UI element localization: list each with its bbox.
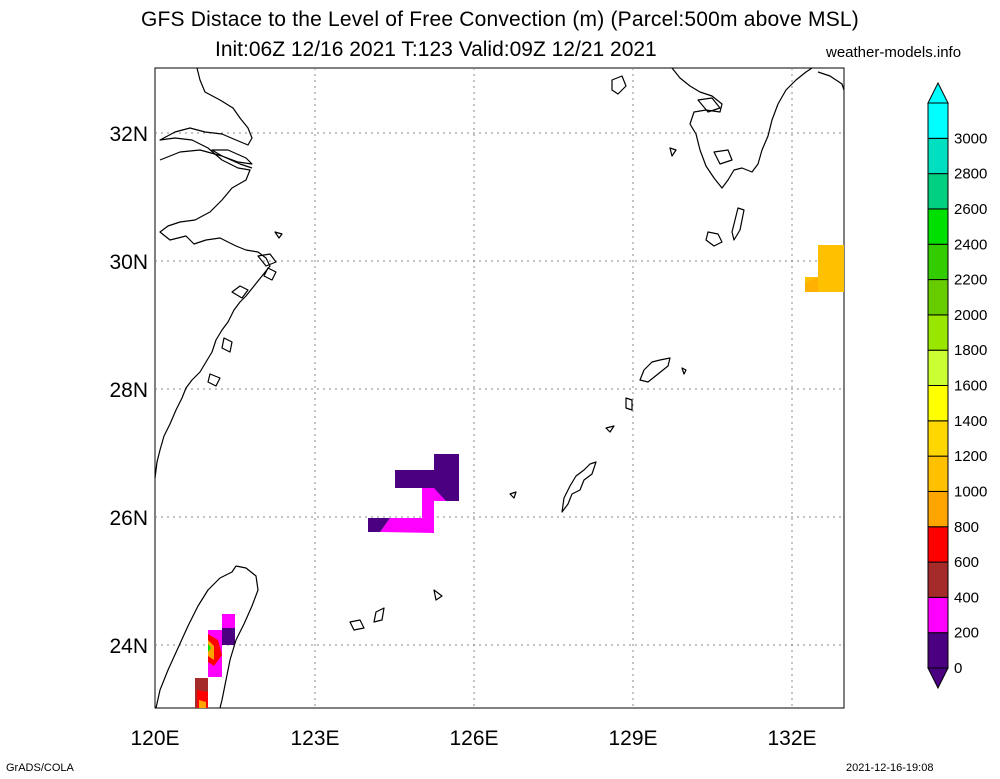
island-amami [639,357,671,383]
patch-purple-central-2 [368,518,390,532]
patch-magenta-central-2 [422,488,446,501]
island-okinoerabu [605,425,615,433]
colorbar-tick-label: 2400 [954,236,987,253]
lon-label-126E: 126E [449,727,498,750]
island-okinawa [561,461,597,513]
patch-orange-taiwan-2 [199,700,206,708]
colorbar-swatch [927,243,949,281]
island-iriomote [349,619,365,631]
island-tokunoshima [625,397,633,411]
site-label: weather-models.info [826,44,962,61]
colorbar-swatch [927,102,949,139]
colorbar-swatch [927,632,949,669]
coast-kyushu-2 [697,97,721,113]
island-ishigaki [373,607,385,623]
island-kerama [509,491,517,499]
coast-china [154,67,271,479]
footer-credit: GrADS/COLA [6,762,74,774]
patch-magenta-taiwan-1 [222,614,235,628]
colorbar-tick-label: 200 [954,625,979,642]
patch-purple-taiwan [222,628,235,645]
patch-green-taiwan [208,644,211,652]
chart-subtitle: Init:06Z 12/16 2021 T:123 Valid:09Z 12/2… [215,38,657,61]
colorbar-swatch [927,561,949,598]
coast-taiwan [155,565,259,709]
colorbar-swatch [927,279,949,316]
coast-kyushu [671,67,813,189]
colorbar-swatch [927,314,949,351]
grid-lines [155,68,844,708]
lat-label-30N: 30N [109,251,148,274]
island-zhoushan-3 [274,231,283,239]
lon-axis-labels: 120E 123E 126E 129E 132E [130,727,816,750]
patch-magenta-central [380,488,434,533]
map-frame [154,67,845,709]
data-patches [195,245,844,708]
colorbar-tick-label: 2600 [954,201,987,218]
coast-china-bay [211,149,253,165]
colorbar-swatch [927,349,949,386]
lon-label-132E: 132E [767,727,816,750]
colorbar-max-arrow [927,81,949,104]
island-korea-2 [669,147,677,157]
lat-label-28N: 28N [109,379,148,402]
lon-label-120E: 120E [130,727,179,750]
lat-label-26N: 26N [109,507,148,530]
colorbar-tick-label: 2800 [954,166,987,183]
colorbar-swatch [927,490,949,528]
coast-korea [611,75,627,95]
patch-orange-taiwan [208,640,214,660]
colorbar: 0 200 400 600 800 1000 1200 1400 1600 1800 2000 220… [927,81,987,690]
coast-china-inlet [159,149,253,169]
lat-axis-labels: 32N 30N 28N 26N 24N [109,123,148,658]
island-zhoushan-2 [263,267,277,281]
colorbar-tick-label: 1200 [954,448,987,465]
colorbar-swatch [927,208,949,245]
coast-china-2 [231,285,249,299]
island-amami-2 [681,367,687,375]
colorbar-swatch [927,455,949,492]
coast-china-4 [207,373,221,387]
colorbar-tick-label: 2000 [954,307,987,324]
colorbar-tick-label: 400 [954,589,979,606]
coast-kyushu-3 [713,149,733,165]
colorbar-tick-label: 2200 [954,272,987,289]
colorbar-tick-label: 1000 [954,483,987,500]
coastlines [154,67,845,709]
coast-china-3 [221,337,233,353]
footer-timestamp: 2021-12-16-19:08 [846,762,934,774]
island-miyako [433,589,443,601]
island-tanegashima [731,207,745,241]
colorbar-tick-label: 3000 [954,130,987,147]
colorbar-swatch [927,420,949,457]
colorbar-tick-label: 1400 [954,413,987,430]
island-yakushima [705,231,723,247]
colorbar-swatch [927,526,949,563]
lon-label-123E: 123E [290,727,339,750]
chart-title: GFS Distace to the Level of Free Convect… [141,8,859,31]
island-zhoushan-1 [257,253,277,267]
colorbar-swatch [927,137,949,175]
lat-label-24N: 24N [109,635,148,658]
colorbar-swatch [927,596,949,634]
coast-honshu-corner [817,71,845,91]
colorbar-min-arrow [927,667,949,690]
colorbar-swatch [927,173,949,210]
colorbar-tick-label: 1800 [954,342,987,359]
patch-orange-east [805,277,818,292]
lat-label-32N: 32N [109,123,148,146]
colorbar-tick-label: 1600 [954,378,987,395]
colorbar-swatch [927,385,949,422]
patch-purple-central [395,454,459,501]
colorbar-tick-label: 600 [954,554,979,571]
lon-label-129E: 129E [608,727,657,750]
colorbar-tick-label: 0 [954,660,962,677]
colorbar-tick-label: 800 [954,519,979,536]
